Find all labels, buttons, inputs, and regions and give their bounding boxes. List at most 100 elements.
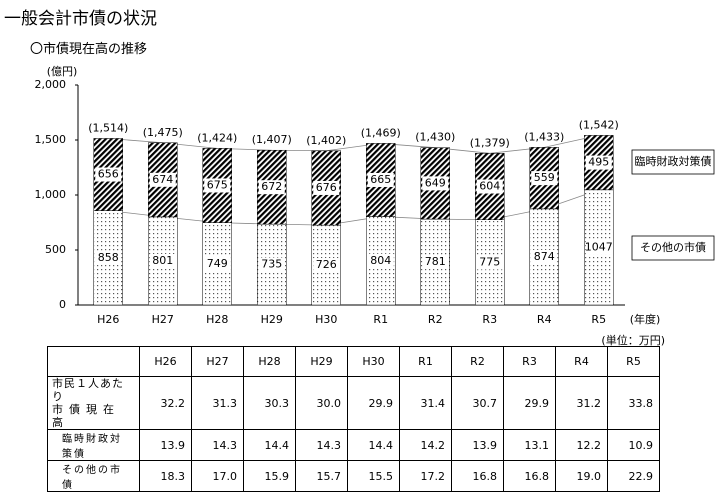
x-tick-label: R3 [482,313,497,326]
table-cell: 31.2 [555,376,608,430]
value-label-bg [585,240,612,255]
value-label-bg [204,178,231,193]
table-cell: 22.9 [607,460,660,492]
total-label: (1,424) [197,131,237,144]
table-row: 臨時財政対策債 13.9 14.3 14.4 14.3 14.4 14.2 13.9 13.1 1… [47,429,660,461]
table-cell: 13.9 [139,429,192,461]
value-label-bg [313,180,340,195]
y-tick-label: 2,000 [35,78,67,91]
table-cell: 14.3 [295,429,348,461]
x-tick-label: H28 [206,313,228,326]
x-tick-label: R4 [537,313,552,326]
x-tick-label: H29 [261,313,283,326]
table-cell: 29.9 [503,376,556,430]
value-label: 559 [534,171,555,184]
table-cell: 15.7 [295,460,348,492]
column-header: R1 [399,346,452,377]
value-label-bg [367,253,394,268]
total-label: (1,407) [252,133,292,146]
x-axis-label: (年度) [630,312,661,326]
table-unit: (単位：万円) [601,334,665,347]
value-label: 874 [534,250,555,263]
table-cell: 17.2 [399,460,452,492]
value-label-bg [95,250,122,265]
value-label-bg [367,172,394,187]
total-label: (1,514) [88,121,128,134]
value-label-bg [585,155,612,170]
total-label: (1,430) [415,131,455,144]
row-label: その他の市債 [47,460,140,492]
table-cell: 15.9 [243,460,296,492]
legend-label: その他の市債 [640,240,706,254]
value-label: 674 [152,173,173,186]
column-header: R2 [451,346,504,377]
legend-label: 臨時財政対策債 [635,154,712,168]
table-cell: 14.3 [191,429,244,461]
total-label: (1,542) [579,118,619,131]
value-label-bg [149,253,176,268]
value-label: 801 [152,254,173,267]
page-title: 一般会計市債の状況 [4,9,157,29]
value-label-bg [531,171,558,186]
table-corner [47,346,140,377]
table-cell: 16.8 [503,460,556,492]
x-tick-label: H27 [152,313,174,326]
value-label-bg [422,255,449,270]
value-label-bg [95,167,122,182]
row-label-line: 市民１人あたり [52,377,124,403]
value-label: 676 [316,181,337,194]
table-header-row: H26 H27 H28 H29 H30 R1 R2 R3 R4 R5 [47,346,660,377]
x-tick-label: H30 [315,313,337,326]
value-label: 726 [316,258,337,271]
x-tick-label: H26 [97,313,119,326]
page: 一般会計市債の状況 〇市債現在高の推移 (億円) (年度) 0 500 1,000 1… [4,9,715,492]
value-label-bg [476,255,503,270]
row-label-line: 臨時財政対策債 [62,434,122,460]
value-label: 495 [588,156,609,169]
y-axis-label: (億円) [47,65,78,78]
data-table: H26 H27 H28 H29 H30 R1 R2 R3 R4 R5 市民１人あたり 市債現在高 32.… [47,346,660,492]
chart-title: 〇市債現在高の推移 [30,42,148,57]
total-label: (1,433) [524,130,564,143]
value-label-bg [258,257,285,272]
table-row: その他の市債 18.3 17.0 15.9 15.7 15.5 17.2 16.8 16.8 19… [47,460,660,492]
column-header: H29 [295,346,348,377]
trend-line [108,189,599,226]
value-label: 675 [207,178,228,191]
table-cell: 15.5 [347,460,400,492]
trend-line [108,134,599,154]
value-label: 858 [98,251,119,264]
value-label: 775 [479,255,500,268]
table-cell: 16.8 [451,460,504,492]
value-label: 649 [425,176,446,189]
value-label-bg [476,179,503,194]
table-cell: 29.9 [347,376,400,430]
table-cell: 19.0 [555,460,608,492]
row-label: 臨時財政対策債 [47,429,140,461]
table-cell: 10.9 [607,429,660,461]
y-tick-label: 1,500 [35,133,67,146]
row-label-line: その他の市債 [62,465,122,491]
total-label: (1,379) [470,136,510,149]
table-cell: 12.2 [555,429,608,461]
table-row: 市民１人あたり 市債現在高 32.2 31.3 30.3 30.0 29.9 31.4 30.7… [47,376,660,430]
y-tick-label: 1,000 [35,188,67,201]
value-label: 604 [479,180,500,193]
total-label: (1,475) [143,126,183,139]
value-label-bg [204,256,231,271]
x-tick-label: R2 [428,313,443,326]
row-label: 市民１人あたり 市債現在高 [47,376,140,430]
value-label: 672 [261,180,282,193]
x-tick-label: R5 [591,313,606,326]
value-label-bg [149,172,176,187]
column-header: R3 [503,346,556,377]
value-label: 735 [261,258,282,271]
legend-box [631,235,715,261]
total-label: (1,469) [361,126,401,139]
table-cell: 33.8 [607,376,660,430]
table-cell: 30.7 [451,376,504,430]
chart: (億円) (年度) 0 500 1,000 1,500 2,000 H26 858 656 (1… [35,65,715,326]
column-header: H28 [243,346,296,377]
value-label-bg [313,258,340,273]
value-label: 749 [207,257,228,270]
